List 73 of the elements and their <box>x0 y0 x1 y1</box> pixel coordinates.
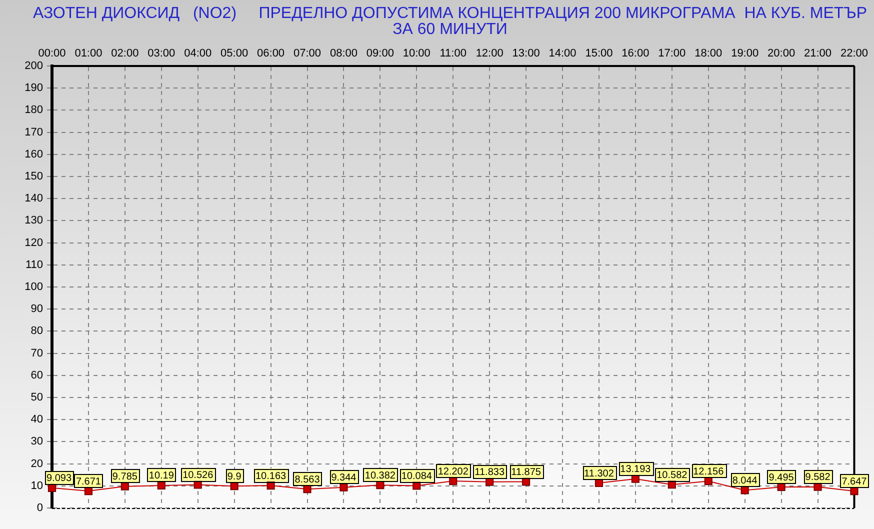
data-label: 10.163 <box>255 470 287 482</box>
y-tick-label: 160 <box>24 148 43 160</box>
y-tick-label: 80 <box>30 325 43 338</box>
y-tick-label: 30 <box>30 436 43 448</box>
data-label: 11.302 <box>584 468 614 480</box>
point <box>340 483 348 492</box>
point <box>120 482 129 490</box>
y-tick-label: 140 <box>24 192 43 205</box>
x-tick-label: 10:00 <box>402 47 430 60</box>
data-label: 10.382 <box>364 470 396 482</box>
data-label: 9.344 <box>331 472 357 484</box>
x-tick-label: 08:00 <box>330 47 358 60</box>
x-tick-label: 11:00 <box>440 47 466 60</box>
data-label: 10.19 <box>148 470 174 482</box>
y-tick-label: 50 <box>30 392 43 404</box>
x-tick-label: 13:00 <box>512 47 540 60</box>
x-tick-label: 01:00 <box>74 47 102 60</box>
x-tick-label: 18:00 <box>694 47 722 60</box>
x-tick-label: 21:00 <box>804 47 832 60</box>
point <box>303 485 312 494</box>
y-tick-label: 100 <box>24 281 43 294</box>
data-label: 7.671 <box>76 476 102 488</box>
y-tick-label: 180 <box>24 104 43 116</box>
x-tick-label: 12:00 <box>476 47 504 60</box>
y-tick-label: 90 <box>30 303 43 316</box>
x-tick-label: 20:00 <box>768 47 796 60</box>
y-tick-label: 60 <box>30 369 43 382</box>
x-tick-label: 00:00 <box>38 47 66 60</box>
y-tick-label: 190 <box>24 82 43 94</box>
x-tick-label: 02:00 <box>111 47 139 60</box>
x-tick-label: 19:00 <box>731 47 759 60</box>
point <box>740 486 749 494</box>
data-label: 9.495 <box>768 472 794 484</box>
x-tick-label: 15:00 <box>585 47 613 60</box>
x-tick-label: 06:00 <box>257 47 285 60</box>
data-label: 7.647 <box>842 476 868 488</box>
data-label: 12.156 <box>693 466 724 478</box>
data-label: 11.875 <box>511 467 542 478</box>
point <box>157 481 166 490</box>
y-tick-label: 20 <box>30 458 43 470</box>
x-tick-label: 04:00 <box>184 47 212 60</box>
y-tick-label: 0 <box>36 502 43 514</box>
x-tick-label: 22:00 <box>840 47 868 60</box>
x-tick-label: 14:00 <box>548 47 576 60</box>
y-tick-label: 150 <box>24 170 43 183</box>
data-label: 11.833 <box>474 467 505 478</box>
y-tick-label: 40 <box>30 414 43 426</box>
x-tick-label: 16:00 <box>622 47 650 60</box>
data-label: 9.093 <box>46 473 72 484</box>
data-label: 8.044 <box>732 475 758 486</box>
data-label: 12.202 <box>438 466 469 478</box>
data-label: 10.526 <box>182 470 214 481</box>
x-tick-label: 07:00 <box>293 47 322 60</box>
data-label: 9.582 <box>805 472 831 484</box>
x-tick-label: 03:00 <box>148 47 176 60</box>
x-tick-label: 17:00 <box>658 47 686 60</box>
chart-title: АЗОТЕН ДИОКСИД (NO2) ПРЕДЕЛНО ДОПУСТИМА КОНЦЕНТРАЦИЯ 200 МИКРОГРАМА НА КУБ. МЕТЪР ЗА 60 МИНУТИ <box>32 5 868 38</box>
y-tick-label: 120 <box>24 236 43 249</box>
data-label: 9.9 <box>227 471 242 482</box>
x-tick-label: 05:00 <box>220 47 248 60</box>
point <box>850 487 858 496</box>
y-tick-label: 110 <box>25 258 43 271</box>
y-tick-label: 70 <box>30 347 43 360</box>
data-label: 8.563 <box>294 474 320 486</box>
data-label: 10.084 <box>401 470 432 482</box>
data-label: 10.582 <box>656 470 688 481</box>
y-tick-label: 10 <box>30 480 43 492</box>
data-label: 9.785 <box>112 472 138 483</box>
data-label: 13.193 <box>620 464 652 476</box>
y-tick-label: 170 <box>24 126 43 138</box>
x-tick-label: 09:00 <box>366 47 394 60</box>
y-tick-label: 130 <box>24 214 43 227</box>
y-tick-label: 200 <box>24 60 43 72</box>
